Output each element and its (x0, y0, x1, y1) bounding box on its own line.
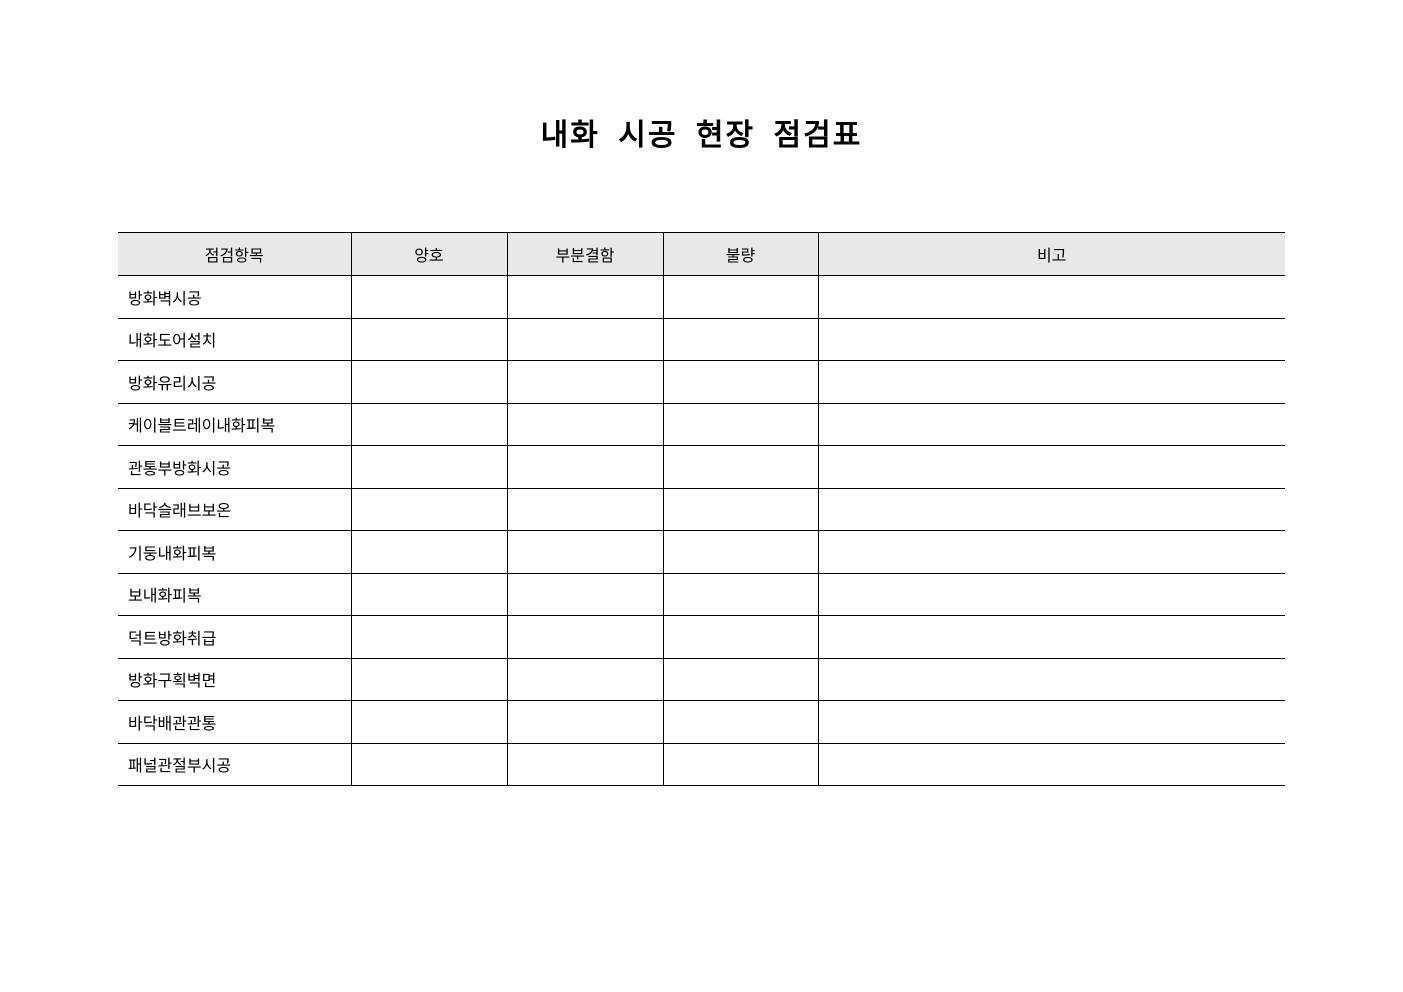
item-label: 덕트방화취급 (118, 615, 351, 659)
item-label: 바닥슬래브보온 (118, 487, 351, 531)
good-cell[interactable] (350, 700, 507, 744)
partial-defect-cell[interactable] (506, 317, 663, 361)
inspection-table: 점검항목 양호 부분결함 불량 비고 방화벽시공 내화도어설치 방화유리시공 케이블트… (118, 232, 1285, 786)
table-row: 기둥내화피복 (118, 530, 1285, 574)
header-row: 점검항목 양호 부분결함 불량 비고 (118, 232, 1285, 276)
partial-defect-cell[interactable] (506, 657, 663, 701)
good-cell[interactable] (350, 572, 507, 616)
good-cell[interactable] (350, 530, 507, 574)
table-row: 패널관절부시공 (118, 742, 1285, 786)
partial-defect-cell[interactable] (506, 360, 663, 404)
header-good: 양호 (350, 232, 507, 276)
table-row: 방화구획벽면 (118, 657, 1285, 701)
header-partial-defect: 부분결함 (506, 232, 663, 276)
remarks-cell[interactable] (817, 615, 1285, 659)
bad-cell[interactable] (662, 487, 818, 531)
table-row: 내화도어설치 (118, 317, 1285, 361)
partial-defect-cell[interactable] (506, 615, 663, 659)
item-label: 바닥배관관통 (118, 700, 351, 744)
good-cell[interactable] (350, 275, 507, 319)
remarks-cell[interactable] (817, 402, 1285, 446)
table-row: 방화유리시공 (118, 360, 1285, 404)
item-label: 케이블트레이내화피복 (118, 402, 351, 446)
partial-defect-cell[interactable] (506, 402, 663, 446)
table-row: 보내화피복 (118, 572, 1285, 616)
remarks-cell[interactable] (817, 657, 1285, 701)
bad-cell[interactable] (662, 657, 818, 701)
good-cell[interactable] (350, 402, 507, 446)
remarks-cell[interactable] (817, 445, 1285, 489)
good-cell[interactable] (350, 317, 507, 361)
item-label: 기둥내화피복 (118, 530, 351, 574)
page-title: 내화 시공 현장 점검표 (540, 118, 863, 153)
item-label: 보내화피복 (118, 572, 351, 616)
remarks-cell[interactable] (817, 360, 1285, 404)
partial-defect-cell[interactable] (506, 700, 663, 744)
bad-cell[interactable] (662, 317, 818, 361)
header-remarks: 비고 (817, 232, 1285, 276)
table-row: 케이블트레이내화피복 (118, 402, 1285, 446)
item-label: 방화구획벽면 (118, 657, 351, 701)
remarks-cell[interactable] (817, 275, 1285, 319)
item-label: 관통부방화시공 (118, 445, 351, 489)
remarks-cell[interactable] (817, 530, 1285, 574)
table-row: 덕트방화취급 (118, 615, 1285, 659)
good-cell[interactable] (350, 487, 507, 531)
bad-cell[interactable] (662, 530, 818, 574)
remarks-cell[interactable] (817, 742, 1285, 786)
good-cell[interactable] (350, 360, 507, 404)
item-label: 패널관절부시공 (118, 742, 351, 786)
item-label: 방화유리시공 (118, 360, 351, 404)
table-row: 바닥배관관통 (118, 700, 1285, 744)
remarks-cell[interactable] (817, 572, 1285, 616)
remarks-cell[interactable] (817, 487, 1285, 531)
table-row: 바닥슬래브보온 (118, 487, 1285, 531)
partial-defect-cell[interactable] (506, 530, 663, 574)
partial-defect-cell[interactable] (506, 275, 663, 319)
good-cell[interactable] (350, 445, 507, 489)
bad-cell[interactable] (662, 360, 818, 404)
table-row: 방화벽시공 (118, 275, 1285, 319)
partial-defect-cell[interactable] (506, 572, 663, 616)
bad-cell[interactable] (662, 615, 818, 659)
partial-defect-cell[interactable] (506, 487, 663, 531)
partial-defect-cell[interactable] (506, 445, 663, 489)
item-label: 내화도어설치 (118, 317, 351, 361)
bad-cell[interactable] (662, 402, 818, 446)
good-cell[interactable] (350, 742, 507, 786)
remarks-cell[interactable] (817, 317, 1285, 361)
item-label: 방화벽시공 (118, 275, 351, 319)
good-cell[interactable] (350, 615, 507, 659)
bad-cell[interactable] (662, 445, 818, 489)
header-item: 점검항목 (118, 232, 351, 276)
partial-defect-cell[interactable] (506, 742, 663, 786)
header-bad: 불량 (662, 232, 818, 276)
table-row: 관통부방화시공 (118, 445, 1285, 489)
bad-cell[interactable] (662, 275, 818, 319)
good-cell[interactable] (350, 657, 507, 701)
bad-cell[interactable] (662, 700, 818, 744)
bad-cell[interactable] (662, 572, 818, 616)
bad-cell[interactable] (662, 742, 818, 786)
remarks-cell[interactable] (817, 700, 1285, 744)
